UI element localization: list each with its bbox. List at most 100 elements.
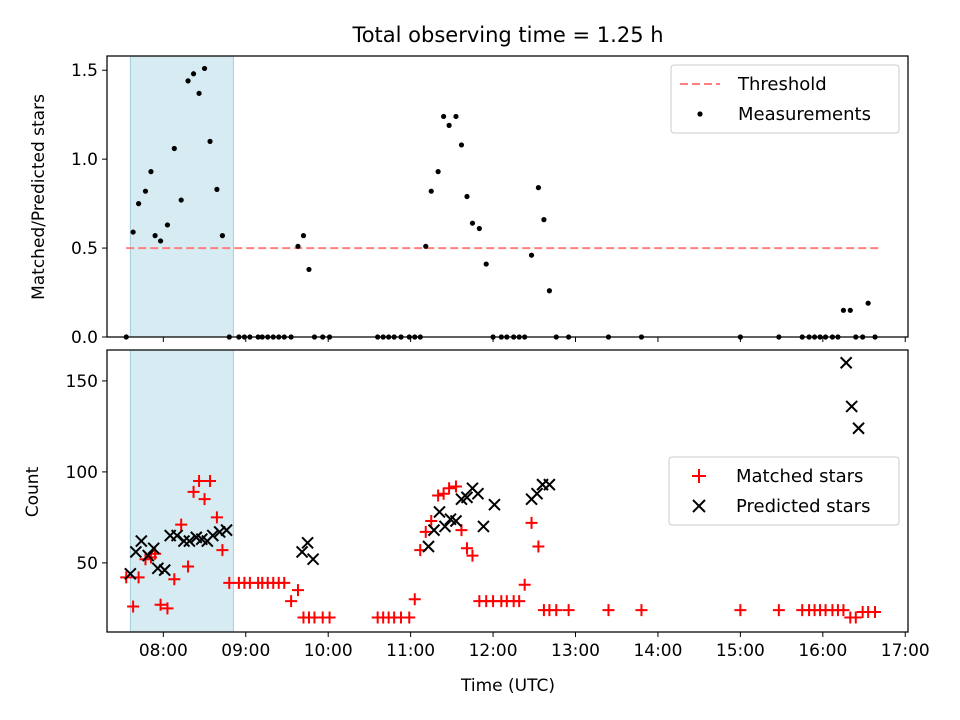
y-tick-label: 1.5	[71, 61, 98, 81]
matched-star-point	[602, 604, 615, 617]
predicted-stars-series	[124, 356, 865, 580]
measurement-point	[541, 217, 547, 223]
count-legend: Matched stars Predicted stars	[668, 456, 900, 526]
chart-title: Total observing time = 1.25 h	[351, 23, 663, 47]
measurement-point	[865, 300, 871, 306]
matched-star-point	[532, 540, 545, 553]
matched-star-point	[869, 605, 882, 618]
measurement-point	[190, 71, 197, 77]
measurement-point	[535, 185, 542, 191]
predicted-star-point	[427, 523, 441, 537]
matched-star-point	[562, 604, 575, 617]
matched-star-point	[513, 595, 526, 608]
y-tick-label: 150	[66, 372, 98, 392]
measurement-point	[148, 169, 154, 175]
ratio-shaded-interval	[129, 55, 234, 338]
matched-star-point	[460, 542, 473, 555]
measurement-point	[207, 138, 213, 144]
predicted-star-point	[477, 520, 490, 533]
measurement-point	[300, 233, 307, 239]
measurement-point	[219, 233, 226, 239]
matched-star-point	[466, 549, 479, 562]
count-legend-box	[668, 456, 900, 526]
matched-star-point	[772, 604, 785, 617]
matched-star-point	[193, 474, 206, 487]
predicted-star-point	[129, 545, 143, 559]
predicted-star-point	[852, 422, 865, 435]
predicted-star-point	[306, 553, 320, 566]
y-tick-label: 100	[66, 463, 98, 483]
measurements-legend-label: Measurements	[738, 104, 871, 125]
measurement-point	[428, 188, 434, 194]
ratio-legend-box	[670, 64, 900, 134]
x-tick-label: 17:00	[881, 641, 930, 661]
matched-star-point	[204, 474, 217, 487]
measurement-point	[469, 220, 476, 226]
predicted-star-point	[433, 505, 446, 519]
predicted-star-point	[449, 514, 463, 528]
predicted-star-point	[142, 549, 155, 562]
count-y-axis-label: Count	[23, 466, 43, 517]
matched-star-point	[408, 593, 421, 606]
x-tick-label: 15:00	[716, 641, 765, 661]
matched-star-point	[127, 600, 140, 613]
measurement-point	[458, 142, 465, 148]
matched-star-point	[154, 598, 167, 611]
measurement-point	[546, 288, 553, 294]
measurement-point	[840, 307, 847, 313]
matched-legend-marker	[692, 469, 706, 483]
measurement-point	[435, 169, 441, 175]
predicted-star-point	[460, 491, 474, 504]
measurement-point	[847, 307, 853, 313]
matched-star-point	[210, 511, 223, 524]
count-panel: 08:00 09:00 10:00 11:00 12:00 13:00 14:00 15:00…	[23, 349, 930, 696]
y-tick-label: 0.0	[71, 328, 98, 348]
matched-star-point	[635, 604, 648, 617]
threshold-legend-label: Threshold	[737, 74, 827, 95]
matched-star-point	[187, 485, 200, 498]
predicted-star-point	[158, 563, 171, 577]
matched-star-point	[161, 602, 174, 615]
measurement-point	[446, 122, 452, 128]
count-axes-frame	[106, 349, 909, 633]
matched-star-point	[216, 544, 229, 557]
matched-legend-label: Matched stars	[736, 466, 863, 487]
matched-star-point	[425, 515, 438, 528]
predicted-star-point	[845, 400, 858, 413]
predicted-star-point	[422, 540, 435, 553]
predicted-star-point	[135, 534, 148, 548]
measurement-point	[185, 78, 191, 84]
matched-star-point	[403, 611, 416, 624]
matched-star-point	[449, 480, 462, 493]
matched-star-point	[278, 576, 291, 589]
measurement-point	[136, 201, 142, 207]
ratio-panel: 0.0 0.5 1.0 1.5 Matched/Predicted stars Thr…	[29, 55, 909, 348]
predicted-star-point	[295, 545, 309, 559]
measurement-point	[528, 252, 535, 258]
predicted-star-point	[438, 520, 452, 533]
x-tick-label: 16:00	[798, 641, 847, 661]
measurement-point	[306, 266, 312, 273]
predicted-star-point	[839, 356, 853, 369]
measurement-point	[453, 113, 459, 120]
count-axis-ticks: 08:00 09:00 10:00 11:00 12:00 13:00 14:00 15:00…	[66, 372, 930, 661]
predicted-star-point	[543, 478, 556, 491]
x-axis-label: Time (UTC)	[460, 676, 555, 696]
measurement-point	[196, 90, 202, 96]
measurement-point	[483, 261, 489, 267]
matched-star-point	[518, 578, 531, 591]
matched-star-point	[432, 489, 445, 502]
x-tick-label: 14:00	[633, 641, 682, 661]
matched-star-point	[550, 604, 563, 617]
measurement-point	[157, 238, 164, 244]
measurement-point	[295, 243, 301, 249]
matched-star-point	[291, 584, 304, 597]
predicted-star-point	[471, 487, 485, 500]
x-tick-label: 12:00	[469, 641, 518, 661]
measurement-point	[164, 222, 171, 228]
ratio-axis-ticks: 0.0 0.5 1.0 1.5	[71, 61, 906, 348]
matched-star-point	[198, 493, 211, 506]
matched-star-point	[443, 482, 456, 495]
y-tick-label: 50	[76, 554, 98, 574]
